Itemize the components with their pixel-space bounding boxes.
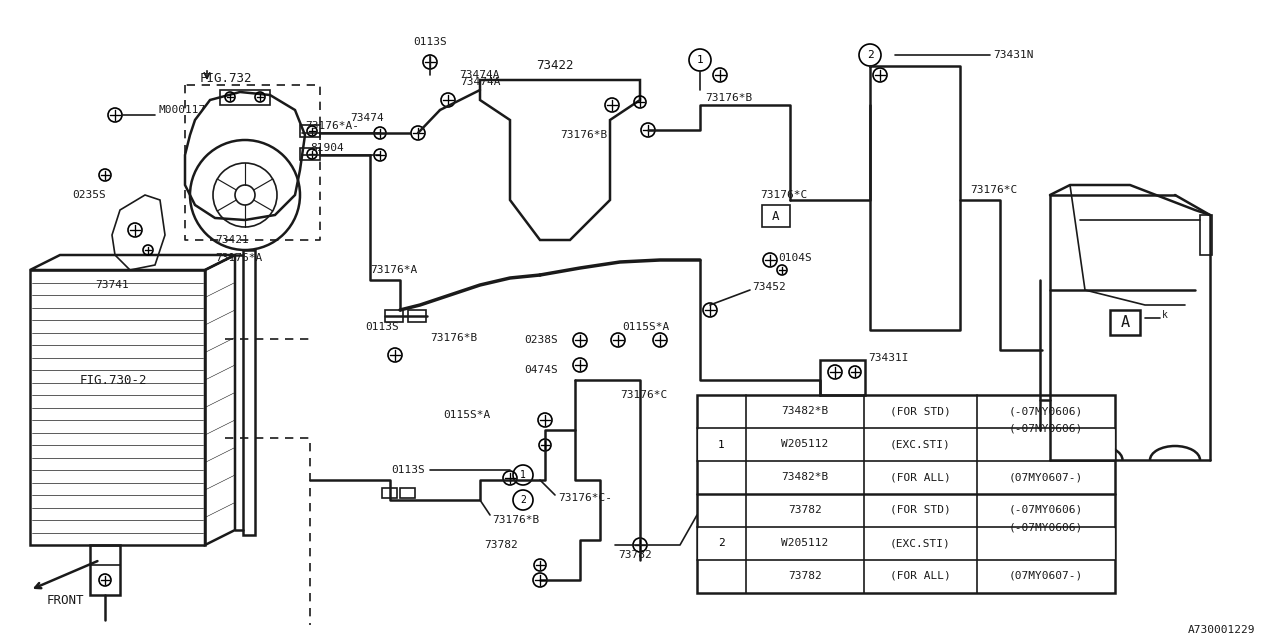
Text: 73782: 73782 xyxy=(788,505,822,515)
Text: 2: 2 xyxy=(867,50,873,60)
Text: FRONT: FRONT xyxy=(46,593,83,607)
Text: 73474A: 73474A xyxy=(460,77,500,87)
Text: (-07MY0606): (-07MY0606) xyxy=(1009,406,1083,416)
Bar xyxy=(90,545,120,595)
Text: 73176*B: 73176*B xyxy=(705,93,753,103)
Text: 81904: 81904 xyxy=(310,143,344,153)
Bar xyxy=(243,250,255,535)
Text: 1: 1 xyxy=(520,470,526,480)
Text: A: A xyxy=(1120,314,1129,330)
Text: 0115S*A: 0115S*A xyxy=(443,410,490,420)
Text: 0104S: 0104S xyxy=(778,253,812,263)
Bar xyxy=(220,90,270,105)
Text: (-07MY0606): (-07MY0606) xyxy=(1009,423,1083,433)
Text: 73176*A: 73176*A xyxy=(215,253,262,263)
Text: 0474S: 0474S xyxy=(525,365,558,375)
Text: 73176*C: 73176*C xyxy=(620,390,667,400)
Text: (EXC.STI): (EXC.STI) xyxy=(890,439,950,449)
Text: 0113S: 0113S xyxy=(392,465,425,475)
Text: 73176*C: 73176*C xyxy=(970,185,1018,195)
Text: 73422: 73422 xyxy=(536,58,573,72)
Text: 2: 2 xyxy=(718,538,724,548)
Text: 73431I: 73431I xyxy=(868,353,909,363)
Text: (FOR STD): (FOR STD) xyxy=(890,505,950,515)
Text: (FOR ALL): (FOR ALL) xyxy=(890,472,950,482)
Text: 73176*B: 73176*B xyxy=(561,130,607,140)
Bar xyxy=(698,528,745,559)
Text: (FOR ALL): (FOR ALL) xyxy=(890,571,950,581)
Bar xyxy=(820,360,865,395)
Text: 73421: 73421 xyxy=(215,235,248,245)
Text: (-07MY0606): (-07MY0606) xyxy=(1009,522,1083,532)
Text: 73782: 73782 xyxy=(484,540,518,550)
Bar xyxy=(1110,310,1140,335)
Text: FIG.730-2: FIG.730-2 xyxy=(81,374,147,387)
Text: 73482*B: 73482*B xyxy=(781,472,828,482)
Bar xyxy=(300,148,320,160)
Bar xyxy=(762,205,790,227)
Text: (EXC.STI): (EXC.STI) xyxy=(890,538,950,548)
Text: 0113S: 0113S xyxy=(413,37,447,47)
Text: 73431N: 73431N xyxy=(993,50,1033,60)
Text: (FOR STD): (FOR STD) xyxy=(890,406,950,416)
Text: A730001229: A730001229 xyxy=(1188,625,1254,635)
Text: 73176*A-: 73176*A- xyxy=(305,121,358,131)
Text: 73782: 73782 xyxy=(618,550,652,560)
Bar xyxy=(385,310,403,322)
Text: M000117: M000117 xyxy=(157,105,205,115)
Text: 73176*B: 73176*B xyxy=(430,333,477,343)
Text: 73452: 73452 xyxy=(753,282,786,292)
Text: (07MY0607-): (07MY0607-) xyxy=(1009,571,1083,581)
Text: 0235S: 0235S xyxy=(72,190,106,200)
Text: W205112: W205112 xyxy=(781,538,828,548)
Text: 0115S*A: 0115S*A xyxy=(622,322,669,332)
Bar xyxy=(29,270,205,545)
Bar xyxy=(381,488,397,498)
Text: 1: 1 xyxy=(696,55,704,65)
Text: (07MY0607-): (07MY0607-) xyxy=(1009,472,1083,482)
Text: 73176*C-: 73176*C- xyxy=(558,493,612,503)
Text: 73176*C: 73176*C xyxy=(760,190,808,200)
Bar xyxy=(300,125,320,137)
Bar xyxy=(978,429,1114,460)
Text: 73474A: 73474A xyxy=(460,70,500,80)
Bar xyxy=(978,528,1114,559)
Bar xyxy=(401,488,415,498)
Text: 73176*A: 73176*A xyxy=(370,265,417,275)
Bar xyxy=(408,310,426,322)
Bar xyxy=(698,429,745,460)
Text: W205112: W205112 xyxy=(781,439,828,449)
Bar xyxy=(1201,215,1212,255)
Text: FIG.732: FIG.732 xyxy=(200,72,252,84)
Text: 73176*B: 73176*B xyxy=(492,515,539,525)
Text: A: A xyxy=(772,209,780,223)
Text: 0238S: 0238S xyxy=(525,335,558,345)
Text: 73474: 73474 xyxy=(349,113,384,123)
Bar xyxy=(698,395,1115,593)
Text: (-07MY0606): (-07MY0606) xyxy=(1009,505,1083,515)
Text: 1: 1 xyxy=(718,440,724,449)
Text: 73741: 73741 xyxy=(95,280,129,290)
Text: 73482*B: 73482*B xyxy=(781,406,828,416)
Text: 73782: 73782 xyxy=(788,571,822,581)
Text: 2: 2 xyxy=(520,495,526,505)
Text: 0113S: 0113S xyxy=(365,322,399,332)
Text: k: k xyxy=(1162,310,1167,320)
